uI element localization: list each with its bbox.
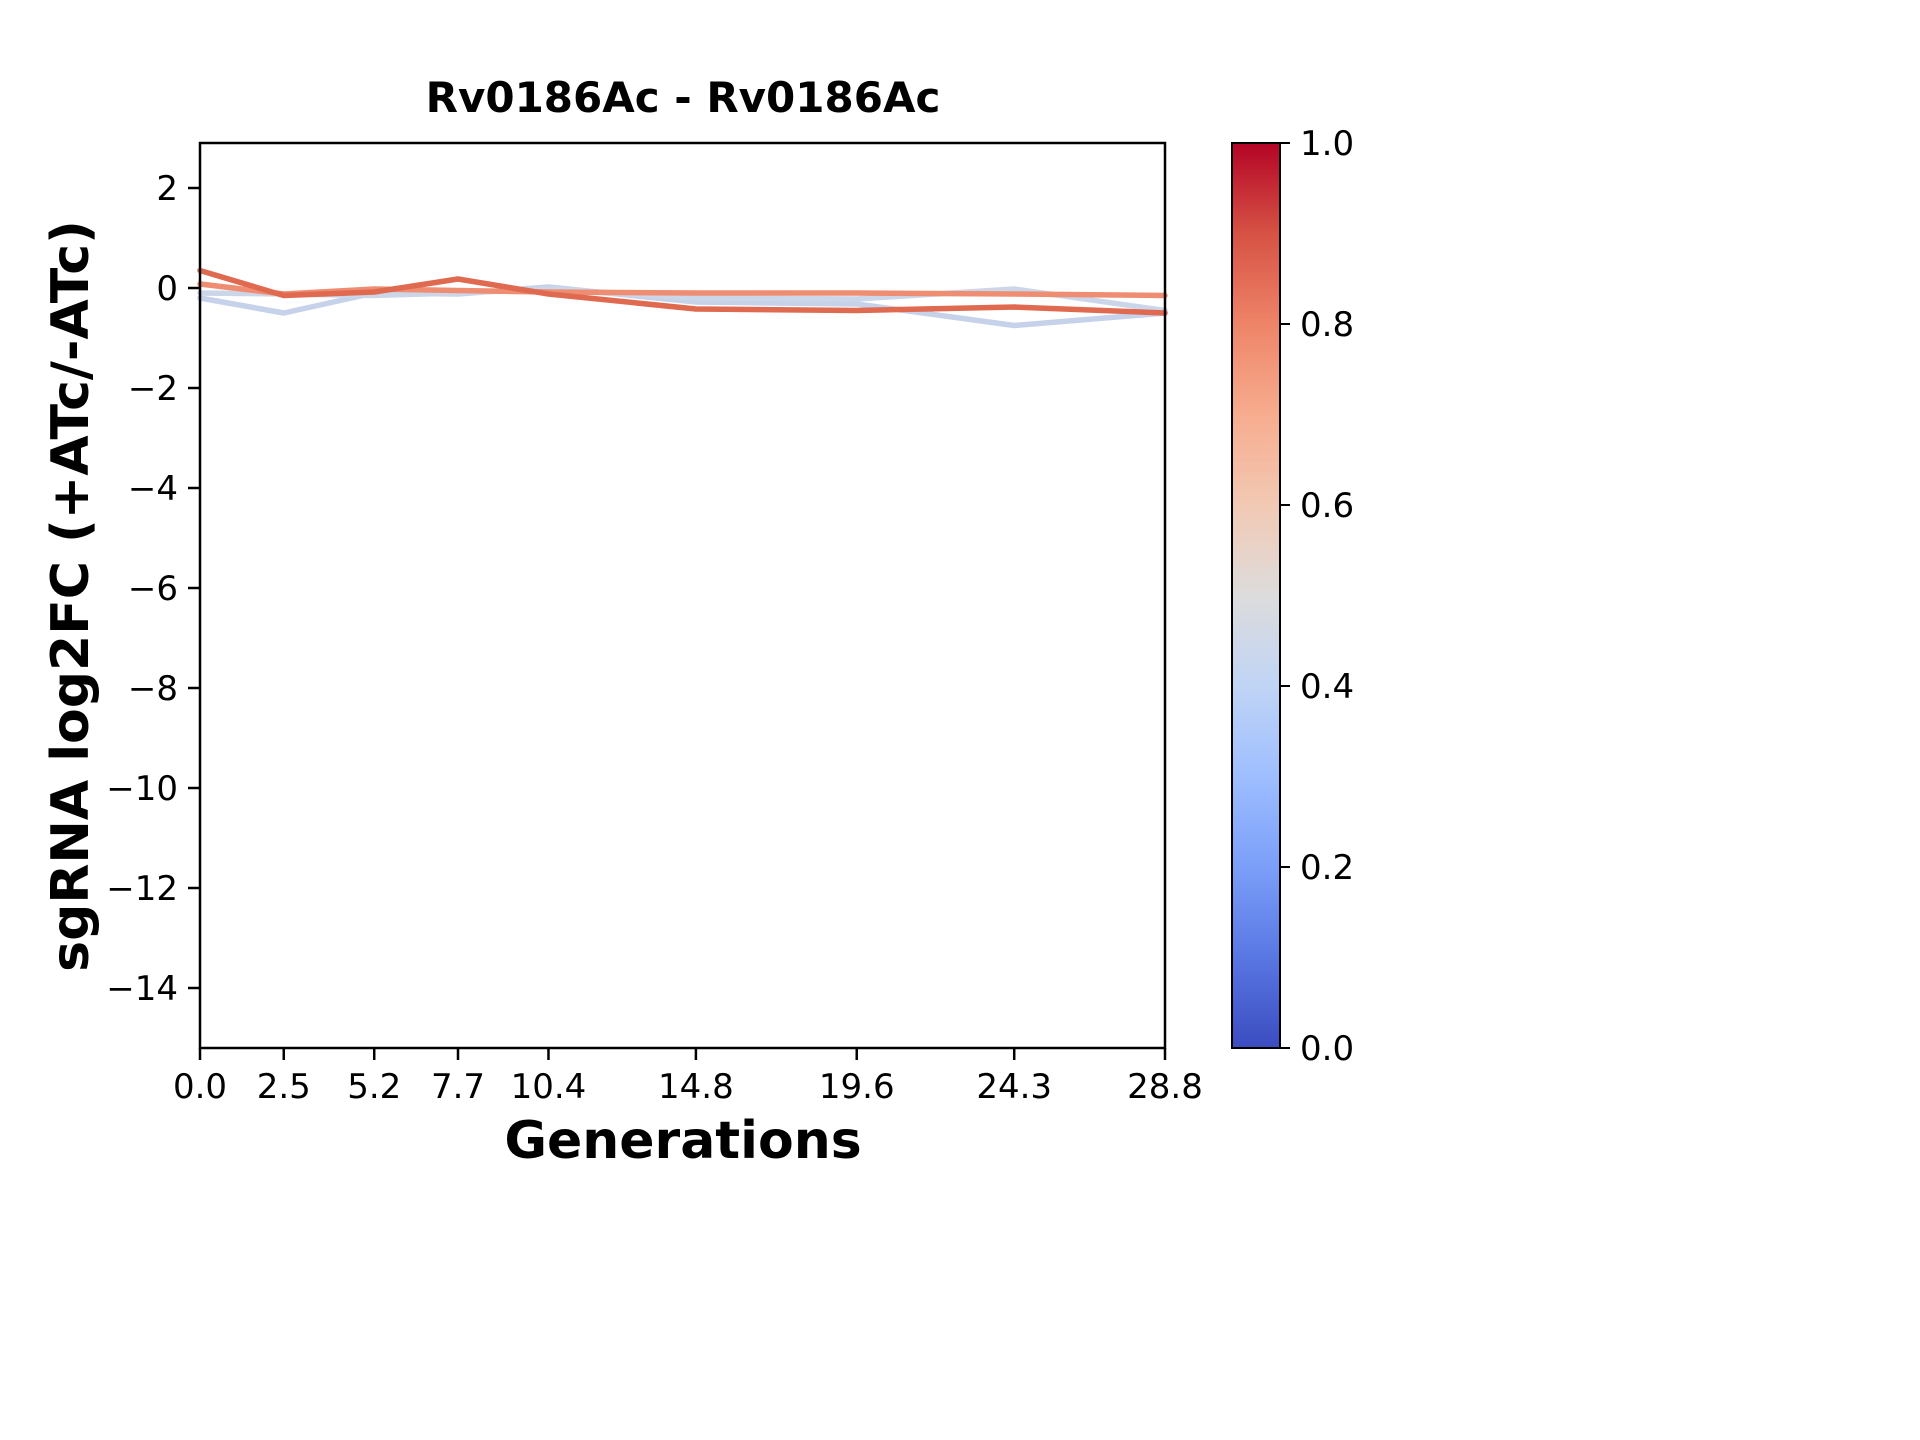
series-line-4 xyxy=(197,267,1168,316)
plot-background xyxy=(200,143,1165,1048)
x-tick-label: 24.3 xyxy=(976,1067,1052,1107)
y-axis-ticks: 2 0 −2 −4 −6 −8 −10 −12 −14 xyxy=(106,169,200,1009)
x-tick-label: 7.7 xyxy=(431,1067,485,1107)
y-tick-label: −12 xyxy=(106,869,178,909)
colorbar-tick-label: 0.0 xyxy=(1300,1029,1354,1069)
colorbar-tick-label: 1.0 xyxy=(1300,124,1354,164)
x-tick-label: 10.4 xyxy=(511,1067,587,1107)
colorbar: 0.0 0.2 0.4 0.6 0.8 1.0 xyxy=(1231,124,1354,1069)
x-axis-ticks: 0.0 2.5 5.2 7.7 10.4 14.8 19.6 24.3 28.8 xyxy=(173,1048,1203,1107)
colorbar-gradient xyxy=(1231,142,1281,1049)
x-tick-label: 0.0 xyxy=(173,1067,227,1107)
x-tick-label: 19.6 xyxy=(819,1067,895,1107)
x-tick-label: 5.2 xyxy=(347,1067,401,1107)
x-axis-label: Generations xyxy=(504,1111,861,1171)
y-axis-label: sgRNA log2FC (+ATc/-ATc) xyxy=(41,220,101,972)
y-tick-label: 0 xyxy=(156,269,178,309)
plot-area: 0.0 2.5 5.2 7.7 10.4 14.8 19.6 24.3 28.8 2 0 −2 −4 −6… xyxy=(106,141,1203,1107)
y-tick-label: −8 xyxy=(128,669,178,709)
colorbar-tick-label: 0.6 xyxy=(1300,486,1354,526)
colorbar-tick-label: 0.4 xyxy=(1300,667,1354,707)
x-tick-label: 28.8 xyxy=(1127,1067,1203,1107)
x-tick-label: 2.5 xyxy=(257,1067,311,1107)
y-tick-label: −4 xyxy=(128,469,178,509)
axes-frame xyxy=(198,141,1167,1050)
y-tick-label: −2 xyxy=(128,369,178,409)
series-lines xyxy=(197,267,1168,329)
y-tick-label: 2 xyxy=(156,169,178,209)
chart-title: Rv0186Ac - Rv0186Ac xyxy=(426,73,941,122)
colorbar-tick-label: 0.2 xyxy=(1300,848,1354,888)
x-tick-label: 14.8 xyxy=(658,1067,734,1107)
colorbar-tick-label: 0.8 xyxy=(1300,305,1354,345)
y-tick-label: −6 xyxy=(128,569,178,609)
y-tick-label: −10 xyxy=(106,769,178,809)
y-tick-label: −14 xyxy=(106,969,178,1009)
